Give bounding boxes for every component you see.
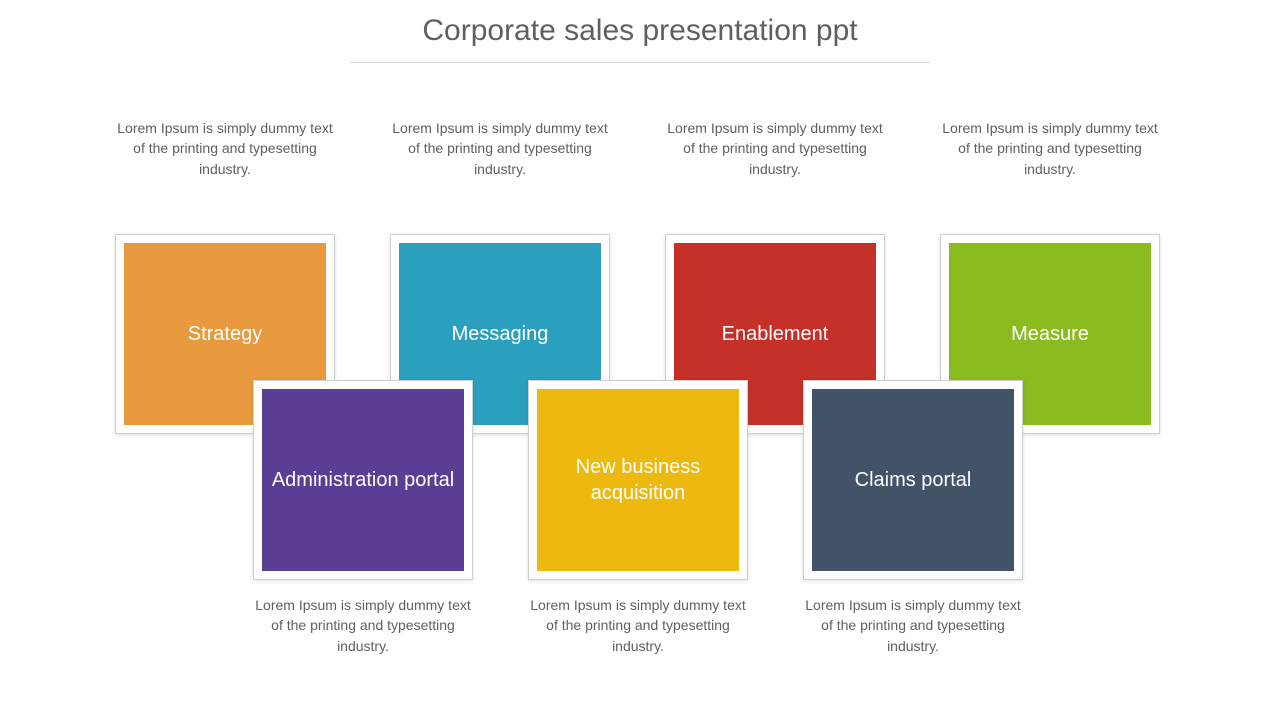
top-desc-1: Lorem Ipsum is simply dummy text of the … xyxy=(390,118,610,179)
card-new-business: New business acquisition xyxy=(528,380,748,580)
card-claims-portal-inner: Claims portal xyxy=(812,389,1014,571)
top-desc-2: Lorem Ipsum is simply dummy text of the … xyxy=(665,118,885,179)
card-admin-portal: Administration portal xyxy=(253,380,473,580)
page-title: Corporate sales presentation ppt xyxy=(0,0,1280,62)
title-divider xyxy=(350,62,930,63)
top-desc-3: Lorem Ipsum is simply dummy text of the … xyxy=(940,118,1160,179)
bottom-desc-0: Lorem Ipsum is simply dummy text of the … xyxy=(253,595,473,656)
bottom-desc-1: Lorem Ipsum is simply dummy text of the … xyxy=(528,595,748,656)
card-new-business-inner: New business acquisition xyxy=(537,389,739,571)
card-claims-portal: Claims portal xyxy=(803,380,1023,580)
bottom-desc-2: Lorem Ipsum is simply dummy text of the … xyxy=(803,595,1023,656)
top-desc-0: Lorem Ipsum is simply dummy text of the … xyxy=(115,118,335,179)
card-admin-portal-inner: Administration portal xyxy=(262,389,464,571)
